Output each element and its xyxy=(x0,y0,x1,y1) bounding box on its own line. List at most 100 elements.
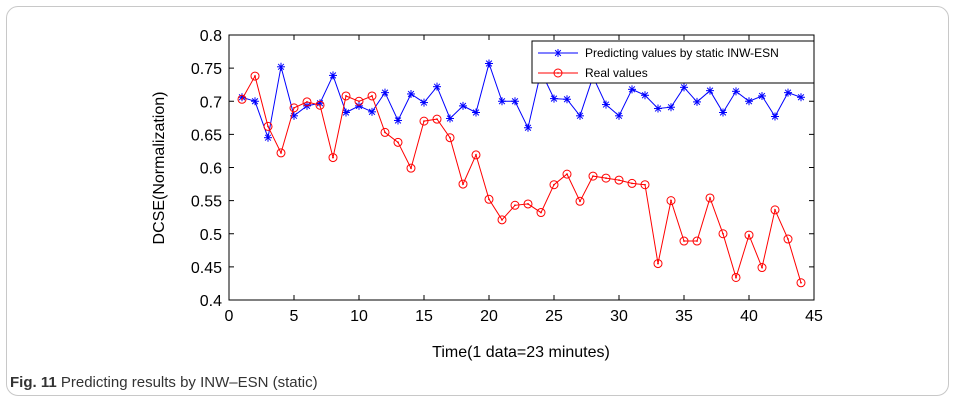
data-point-predicted xyxy=(563,95,571,104)
x-tick-label: 15 xyxy=(415,308,433,325)
x-tick-label: 25 xyxy=(545,308,563,325)
legend-label-real: Real values xyxy=(585,66,648,80)
data-point-predicted xyxy=(641,91,649,100)
y-axis-label: DCSE(Normalization) xyxy=(151,92,168,245)
data-point-real xyxy=(328,153,338,163)
x-tick-label: 5 xyxy=(290,308,299,325)
data-point-predicted xyxy=(446,114,454,123)
data-point-predicted xyxy=(550,94,558,103)
figure-label: Fig. 11 xyxy=(10,374,57,391)
data-point-predicted xyxy=(355,101,363,110)
data-point-predicted xyxy=(342,108,350,117)
data-point-real xyxy=(263,121,273,131)
data-point-predicted xyxy=(628,85,636,94)
y-tick-label: 0.7 xyxy=(200,94,222,111)
data-point-predicted xyxy=(498,97,506,106)
data-point-real xyxy=(757,263,767,273)
data-point-real xyxy=(497,215,507,225)
data-point-real xyxy=(744,230,754,240)
data-point-real xyxy=(315,100,325,110)
data-point-predicted xyxy=(602,100,610,109)
x-tick-label: 0 xyxy=(225,308,234,325)
data-point-predicted xyxy=(732,87,740,96)
data-point-predicted xyxy=(706,86,714,95)
data-point-predicted xyxy=(433,82,441,91)
data-point-real xyxy=(666,196,676,206)
legend-box xyxy=(531,40,815,84)
data-point-real xyxy=(432,114,442,124)
data-point-predicted xyxy=(329,71,337,80)
legend-symbol-predicted xyxy=(538,49,578,57)
y-tick-label: 0.4 xyxy=(200,293,222,310)
x-tick-label: 35 xyxy=(675,308,693,325)
data-point-real xyxy=(653,259,663,269)
data-point-real xyxy=(393,137,403,147)
data-point-real xyxy=(640,180,650,190)
data-point-real xyxy=(692,236,702,246)
legend-label-predicted: Predicting values by static INW-ESN xyxy=(585,46,779,60)
x-axis-label: Time(1 data=23 minutes) xyxy=(432,344,610,361)
data-point-predicted xyxy=(277,62,285,71)
data-point-predicted xyxy=(654,104,662,113)
data-point-predicted xyxy=(745,97,753,106)
x-tick-label: 30 xyxy=(610,308,628,325)
caption-text: Predicting results by INW–ESN (static) xyxy=(60,374,318,391)
data-point-real xyxy=(367,91,377,101)
data-point-real xyxy=(614,175,624,185)
data-point-real xyxy=(406,163,416,173)
data-point-predicted xyxy=(472,108,480,117)
legend-marker-real xyxy=(553,68,563,78)
data-point-real xyxy=(523,199,533,209)
data-point-predicted xyxy=(797,93,805,102)
series-line-real xyxy=(241,74,802,283)
y-tick-label: 0.45 xyxy=(191,260,222,277)
data-point-predicted xyxy=(615,111,623,120)
data-point-real xyxy=(289,103,299,113)
data-point-real xyxy=(705,193,715,203)
data-point-real xyxy=(341,91,351,101)
data-point-real xyxy=(718,229,728,239)
y-tick-label: 0.5 xyxy=(200,227,222,244)
y-tick-label: 0.8 xyxy=(200,28,222,45)
data-point-real xyxy=(419,116,429,126)
data-point-real xyxy=(783,234,793,244)
data-point-predicted xyxy=(368,107,376,116)
data-point-predicted xyxy=(264,133,272,142)
data-point-predicted xyxy=(485,59,493,68)
data-point-predicted xyxy=(394,116,402,125)
data-point-real xyxy=(380,127,390,137)
data-point-predicted xyxy=(524,123,532,132)
data-point-real xyxy=(549,180,559,190)
data-point-real xyxy=(250,71,260,81)
data-point-predicted xyxy=(251,97,259,106)
y-tick-label: 0.65 xyxy=(191,127,222,144)
data-point-real xyxy=(588,171,598,181)
figure-caption: Fig. 11 Predicting results by INW–ESN (s… xyxy=(10,374,318,391)
data-point-predicted xyxy=(667,103,675,112)
data-point-predicted xyxy=(719,108,727,117)
data-point-real xyxy=(484,194,494,204)
line-chart: 0 5 10 15 20 25 30 35 40 45 0.4 0.45 0.5 0.55 0.6 0.65 0… xyxy=(151,28,823,361)
data-point-real xyxy=(302,97,312,107)
x-tick-label: 10 xyxy=(350,308,368,325)
data-point-real xyxy=(575,196,585,206)
data-point-predicted xyxy=(511,97,519,106)
y-tick-label: 0.75 xyxy=(191,61,222,78)
data-point-real xyxy=(471,150,481,160)
data-point-real xyxy=(679,236,689,246)
y-tick-label: 0.6 xyxy=(200,161,222,178)
data-point-real xyxy=(445,133,455,143)
data-point-real xyxy=(796,278,806,288)
data-point-predicted xyxy=(407,89,415,98)
data-point-real xyxy=(627,178,637,188)
data-point-real xyxy=(458,179,468,189)
data-point-real xyxy=(770,205,780,215)
data-point-real xyxy=(601,173,611,183)
data-point-real xyxy=(562,169,572,179)
data-point-real xyxy=(237,94,247,104)
x-tick-label: 40 xyxy=(740,308,758,325)
data-point-real xyxy=(731,272,741,282)
data-point-predicted xyxy=(784,88,792,97)
data-point-predicted xyxy=(381,88,389,97)
data-point-predicted xyxy=(693,97,701,106)
